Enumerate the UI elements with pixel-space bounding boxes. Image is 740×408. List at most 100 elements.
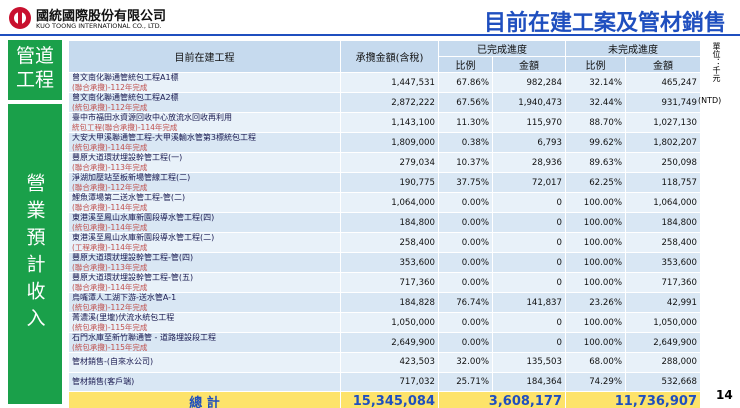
value-cell: 0.00%: [438, 192, 493, 213]
side-label: 管道工程: [8, 40, 62, 100]
value-cell: 190,775: [340, 172, 439, 193]
value-cell: 1,802,207: [625, 132, 701, 153]
logo-icon: [9, 7, 31, 29]
total-amount: 3,608,177: [438, 391, 566, 408]
value-cell: 532,668: [625, 371, 701, 393]
project-cell: 曾文南化聯通管統包工程A2標 (統包承攬)-112年完成: [68, 92, 341, 113]
table-row: 東港溪至鳳山水庫新園段導水管工程(二) (工程承攬)-114年完成 258,400 0…: [68, 232, 701, 253]
value-cell: 717,360: [625, 272, 701, 293]
project-note: (聯合承攬)-113年完成: [72, 163, 148, 172]
value-cell: 1,143,100: [340, 112, 439, 133]
value-cell: 1,027,130: [625, 112, 701, 133]
value-cell: 100.00%: [565, 232, 626, 253]
project-name: 東港溪至鳳山水庫新園段導水管工程(二): [72, 233, 215, 243]
value-cell: 89.63%: [565, 152, 626, 173]
project-name: 石門水庫至新竹聯通管 - 道路埋設段工程: [72, 333, 216, 343]
value-cell: 37.75%: [438, 172, 493, 193]
table-row: 烏嘴潭人工湖下游-送水管A-1 (統包承攬)-112年完成 184,828 76.74…: [68, 292, 701, 313]
value-cell: 0: [492, 272, 566, 293]
value-cell: 0: [492, 232, 566, 253]
table-row: 鯉魚潭場第二送水管工程-管(二) (聯合承攬)-114年完成 1,064,000 0.…: [68, 192, 701, 213]
column-header: 比例: [438, 56, 493, 73]
unit-label: 單位：千元: [712, 42, 721, 82]
table-row: 管材銷售-(自來水公司) 423,503 32.00% 135,503 68.00% 28…: [68, 352, 701, 373]
project-note: (聯合承攬)-114年完成: [72, 283, 148, 292]
value-cell: 141,837: [492, 292, 566, 313]
value-cell: 1,050,000: [625, 312, 701, 333]
value-cell: 931,749: [625, 92, 701, 113]
value-cell: 184,800: [625, 212, 701, 233]
value-cell: 717,360: [340, 272, 439, 293]
project-name: 鯉魚潭場第二送水管工程-管(二): [72, 193, 186, 203]
column-header: 金額: [492, 56, 566, 73]
value-cell: 423,503: [340, 352, 439, 373]
value-cell: 184,828: [340, 292, 439, 313]
value-cell: 23.26%: [565, 292, 626, 313]
total-label: 總 計: [68, 391, 341, 408]
value-cell: 74.29%: [565, 371, 626, 393]
project-note: (統包承攬)-112年完成: [72, 103, 148, 112]
value-cell: 0: [492, 332, 566, 353]
value-cell: 288,000: [625, 352, 701, 373]
unit-label: (NTD): [698, 96, 722, 105]
value-cell: 100.00%: [565, 192, 626, 213]
total-amount: 15,345,084: [340, 391, 439, 408]
value-cell: 465,247: [625, 72, 701, 93]
project-note: (聯合承攬)-112年完成: [72, 183, 148, 192]
column-header: 承攬金額(含稅): [340, 40, 439, 73]
project-cell: 豐原大道環狀埋設幹管工程-管(五) (聯合承攬)-114年完成: [68, 272, 341, 293]
value-cell: 2,649,900: [340, 332, 439, 353]
project-note: (統包承攬)-114年完成: [72, 223, 148, 232]
project-name: 豐原大道環狀埋設幹管工程-管(五): [72, 273, 194, 283]
project-note: (聯合承攬)-113年完成: [72, 263, 148, 272]
project-note: (統包承攬)-115年完成: [72, 343, 148, 352]
company-name: 國統國際股份有限公司: [36, 9, 167, 24]
value-cell: 100.00%: [565, 272, 626, 293]
value-cell: 99.62%: [565, 132, 626, 153]
value-cell: 353,600: [625, 252, 701, 273]
value-cell: 0.00%: [438, 212, 493, 233]
value-cell: 42,991: [625, 292, 701, 313]
project-note: (統包承攬)-114年完成: [72, 143, 148, 152]
project-cell: 東港溪至鳳山水庫新園段導水管工程(四) (統包承攬)-114年完成: [68, 212, 341, 233]
project-cell: 東港溪至鳳山水庫新園段導水管工程(二) (工程承攬)-114年完成: [68, 232, 341, 253]
value-cell: 982,284: [492, 72, 566, 93]
project-name: 臺中市福田水資源回收中心放流水回收再利用: [72, 113, 232, 123]
value-cell: 10.37%: [438, 152, 493, 173]
value-cell: 1,940,473: [492, 92, 566, 113]
value-cell: 88.70%: [565, 112, 626, 133]
column-header: 未完成進度: [565, 40, 701, 57]
project-cell: 曾文南化聯通管統包工程A1標 (聯合承攬)-112年完成: [68, 72, 341, 93]
value-cell: 353,600: [340, 252, 439, 273]
project-note: 統包工程(聯合承攬)-114年完成: [72, 123, 178, 132]
project-cell: 石門水庫至新竹聯通管 - 道路埋設段工程 (統包承攬)-115年完成: [68, 332, 341, 353]
table-row: 豐原大道環狀埋設幹管工程-管(五) (聯合承攬)-114年完成 717,360 0.0…: [68, 272, 701, 293]
table-row: 豐原大道環狀埋設幹管工程(一) (聯合承攬)-113年完成 279,034 10.37…: [68, 152, 701, 173]
project-table: 目前在建工程 承攬金額(含稅) 已完成進度 未完成進度 比例 金額 比例 金額 曾文南化聯通管統…: [68, 40, 701, 408]
table-row: 曾文南化聯通管統包工程A1標 (聯合承攬)-112年完成 1,447,531 67.8…: [68, 72, 701, 93]
value-cell: 2,649,900: [625, 332, 701, 353]
value-cell: 2,872,222: [340, 92, 439, 113]
value-cell: 0: [492, 252, 566, 273]
value-cell: 32.14%: [565, 72, 626, 93]
project-cell: 淨湖加壓站至板新場管線工程(二) (聯合承攬)-112年完成: [68, 172, 341, 193]
slide-title: 目前在建工案及管材銷售: [483, 11, 726, 36]
value-cell: 32.00%: [438, 352, 493, 373]
value-cell: 250,098: [625, 152, 701, 173]
project-name: 管材銷售-(自來水公司): [72, 357, 154, 367]
value-cell: 0.00%: [438, 252, 493, 273]
table-row: 大安大甲溪聯通管工程-大甲溪輸水管第3標統包工程 (統包承攬)-114年完成 1,8…: [68, 132, 701, 153]
project-name: 烏嘴潭人工湖下游-送水管A-1: [72, 293, 177, 303]
value-cell: 72,017: [492, 172, 566, 193]
project-cell: 烏嘴潭人工湖下游-送水管A-1 (統包承攬)-112年完成: [68, 292, 341, 313]
column-header: 已完成進度: [438, 40, 566, 57]
value-cell: 258,400: [340, 232, 439, 253]
column-header: 比例: [565, 56, 626, 73]
value-cell: 25.71%: [438, 371, 493, 393]
value-cell: 0: [492, 312, 566, 333]
project-cell: 大安大甲溪聯通管工程-大甲溪輸水管第3標統包工程 (統包承攬)-114年完成: [68, 132, 341, 153]
value-cell: 1,064,000: [625, 192, 701, 213]
company-english: KUO TOONG INTERNATIONAL CO., LTD.: [36, 22, 162, 30]
total-row: 總 計 15,345,084 3,608,177 11,736,907: [68, 391, 701, 408]
